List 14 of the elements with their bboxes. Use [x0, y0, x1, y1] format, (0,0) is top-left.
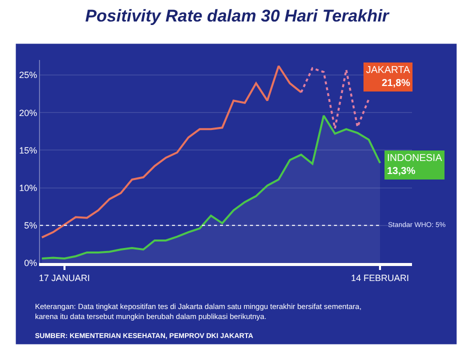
y-tick-label: 20%	[19, 108, 38, 118]
y-tick-label: 15%	[19, 145, 38, 156]
text: JAKARTA	[366, 65, 410, 76]
x-tick-label: 17 JANUARI	[38, 272, 90, 283]
x-tick-label: 14 FEBRUARI	[351, 272, 410, 283]
y-tick-label: 10%	[19, 182, 38, 193]
y-tick-label: 5%	[24, 220, 38, 231]
data-label: 13,3%	[387, 166, 416, 177]
line-series	[40, 65, 302, 238]
chart-title: Positivity Rate dalam 30 Hari Terakhir	[85, 6, 390, 26]
data-label: 21,8%	[382, 78, 410, 89]
y-tick-label: 25%	[19, 70, 38, 80]
y-tick-label: 0%	[24, 258, 38, 268]
series-label: INDONESIA	[387, 153, 442, 164]
